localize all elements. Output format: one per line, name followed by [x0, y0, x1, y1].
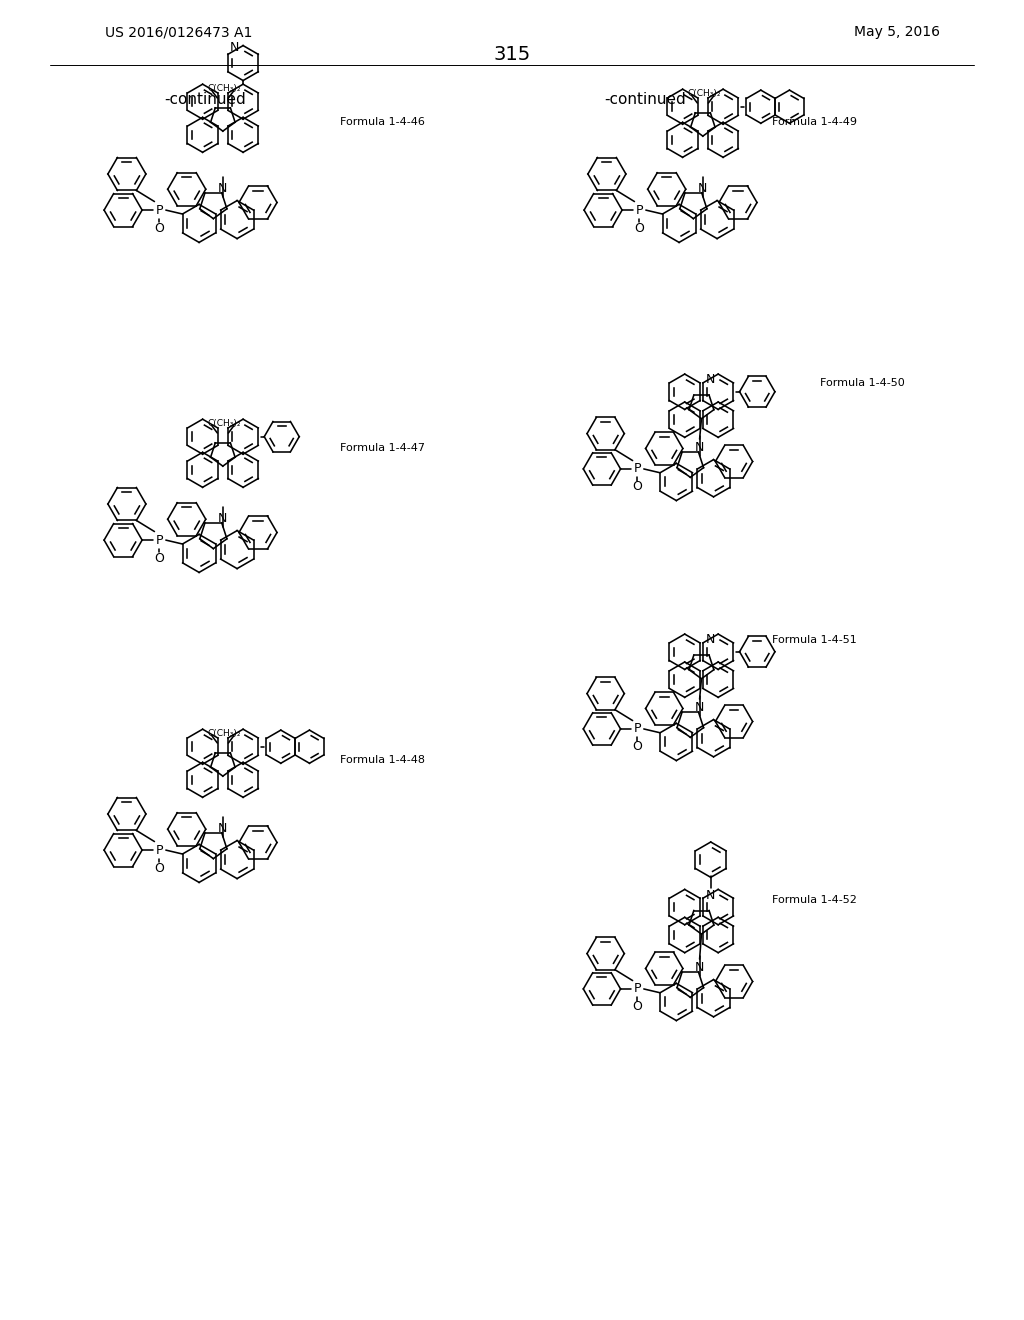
Text: N: N: [698, 182, 708, 195]
Text: Formula 1-4-48: Formula 1-4-48: [340, 755, 425, 766]
Text: P: P: [156, 533, 163, 546]
Text: O: O: [155, 862, 164, 875]
Text: Formula 1-4-46: Formula 1-4-46: [340, 117, 425, 127]
Text: N: N: [707, 888, 716, 902]
Text: C(CH₃)₂: C(CH₃)₂: [208, 730, 242, 738]
Text: N: N: [695, 441, 705, 454]
Text: P: P: [156, 843, 163, 857]
Text: US 2016/0126473 A1: US 2016/0126473 A1: [105, 25, 252, 40]
Text: C(CH₃)₂: C(CH₃)₂: [208, 420, 242, 428]
Text: O: O: [633, 741, 642, 754]
Text: Formula 1-4-47: Formula 1-4-47: [340, 444, 425, 453]
Text: N: N: [695, 701, 705, 714]
Text: N: N: [707, 374, 716, 387]
Text: N: N: [218, 512, 227, 525]
Text: O: O: [633, 1001, 642, 1014]
Text: 315: 315: [494, 45, 530, 65]
Text: Formula 1-4-52: Formula 1-4-52: [772, 895, 857, 906]
Text: P: P: [636, 203, 643, 216]
Text: Formula 1-4-49: Formula 1-4-49: [772, 117, 857, 127]
Text: C(CH₃)₂: C(CH₃)₂: [208, 84, 242, 94]
Text: Formula 1-4-50: Formula 1-4-50: [820, 378, 905, 388]
Text: N: N: [229, 41, 239, 54]
Text: May 5, 2016: May 5, 2016: [854, 25, 940, 40]
Text: C(CH₃)₂: C(CH₃)₂: [688, 90, 722, 98]
Text: N: N: [218, 822, 227, 834]
Text: Formula 1-4-51: Formula 1-4-51: [772, 635, 857, 645]
Text: O: O: [633, 480, 642, 494]
Text: P: P: [156, 203, 163, 216]
Text: N: N: [695, 961, 705, 974]
Text: N: N: [707, 634, 716, 647]
Text: N: N: [218, 182, 227, 195]
Text: O: O: [155, 552, 164, 565]
Text: -continued: -continued: [164, 92, 246, 107]
Text: -continued: -continued: [604, 92, 686, 107]
Text: O: O: [634, 222, 644, 235]
Text: P: P: [634, 722, 641, 735]
Text: P: P: [634, 982, 641, 995]
Text: P: P: [634, 462, 641, 475]
Text: O: O: [155, 222, 164, 235]
